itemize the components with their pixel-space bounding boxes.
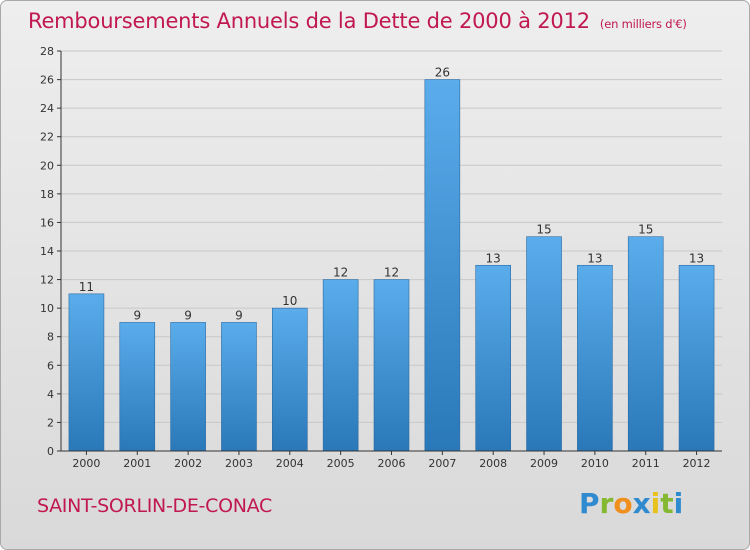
logo-letter: t <box>660 487 674 520</box>
value-labels: 11 9 9 9 10 12 12 26 13 15 13 15 13 <box>79 66 704 323</box>
x-tick-label: 2012 <box>683 457 711 470</box>
y-tick-label: 12 <box>40 274 54 287</box>
value-label: 26 <box>435 66 450 80</box>
x-tick-label: 2003 <box>225 457 253 470</box>
value-label: 12 <box>333 266 348 280</box>
chart-subtitle: (en milliers d'€) <box>599 17 687 31</box>
bar <box>526 236 562 452</box>
y-tick-label: 22 <box>40 131 54 144</box>
y-tick-label: 24 <box>40 102 54 115</box>
value-label: 13 <box>587 251 602 265</box>
proxiti-logo: Proxiti <box>579 487 683 520</box>
y-tick-label: 20 <box>40 159 54 172</box>
value-label: 15 <box>638 223 653 237</box>
bar <box>424 79 461 452</box>
bar <box>627 236 664 452</box>
value-label: 12 <box>384 266 399 280</box>
x-tick-label: 2005 <box>327 457 355 470</box>
y-tick-label: 14 <box>40 245 54 258</box>
value-label: 9 <box>235 308 243 322</box>
value-label: 9 <box>184 308 192 322</box>
bar <box>577 264 613 452</box>
x-tick-label: 2001 <box>123 457 151 470</box>
bar <box>272 307 308 452</box>
bar <box>475 264 511 452</box>
y-tick-label: 6 <box>47 359 54 372</box>
bar <box>678 264 715 452</box>
x-tick-label: 2004 <box>276 457 304 470</box>
y-tick-label: 28 <box>40 45 54 58</box>
bar <box>373 279 410 452</box>
logo-letter: i <box>673 487 684 520</box>
x-tick-label: 2000 <box>72 457 100 470</box>
logo-letter: i <box>650 487 661 520</box>
logo-letter: P <box>579 487 600 520</box>
chart-title: Remboursements Annuels de la Dette de 20… <box>28 9 687 33</box>
commune-name: SAINT-SORLIN-DE-CONAC <box>37 495 272 517</box>
value-label: 10 <box>282 294 297 308</box>
y-tick-label: 4 <box>47 388 54 401</box>
bar <box>68 293 105 452</box>
value-label: 11 <box>79 280 94 294</box>
logo-letter: x <box>632 487 651 520</box>
y-tick-label: 8 <box>47 331 54 344</box>
x-tick-label: 2010 <box>581 457 609 470</box>
y-tick-label: 26 <box>40 74 54 87</box>
y-tick-label: 16 <box>40 216 54 229</box>
x-tick-labels: 2000 2001 2002 2003 2004 2005 2006 2007 2008 2009… <box>72 451 711 470</box>
x-tick-label: 2008 <box>479 457 507 470</box>
y-tick-label: 18 <box>40 188 54 201</box>
bar <box>119 322 156 452</box>
value-label: 9 <box>133 308 141 322</box>
bar <box>170 322 206 452</box>
value-label: 15 <box>536 223 551 237</box>
bar <box>221 322 257 452</box>
x-tick-label: 2006 <box>378 457 406 470</box>
x-tick-label: 2007 <box>428 457 456 470</box>
y-tick-label: 0 <box>47 445 54 458</box>
bar <box>322 279 359 452</box>
x-tick-label: 2002 <box>174 457 202 470</box>
logo-letter: o <box>613 487 633 520</box>
y-tick-label: 10 <box>40 302 54 315</box>
logo-letter: r <box>599 487 614 520</box>
chart-title-text: Remboursements Annuels de la Dette de 20… <box>28 9 590 33</box>
x-tick-label: 2011 <box>632 457 660 470</box>
bars <box>68 79 715 452</box>
x-tick-label: 2009 <box>530 457 558 470</box>
value-label: 13 <box>689 251 704 265</box>
y-tick-label: 2 <box>47 416 54 429</box>
value-label: 13 <box>486 251 501 265</box>
